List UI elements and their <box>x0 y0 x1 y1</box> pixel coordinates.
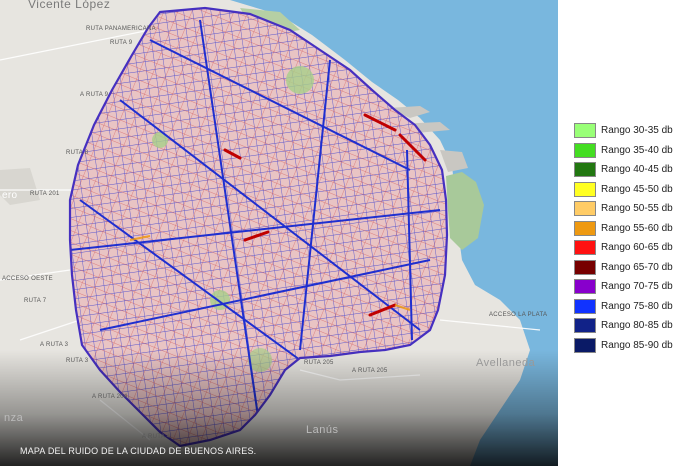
legend-item: Rango 40-45 db <box>574 160 689 180</box>
legend-item: Rango 60-65 db <box>574 238 689 258</box>
map-canvas <box>0 0 558 466</box>
legend-item: Rango 80-85 db <box>574 316 689 336</box>
legend-swatch <box>574 123 596 139</box>
legend-label: Rango 60-65 db <box>601 242 673 254</box>
label-lanus: Lanús <box>306 424 339 436</box>
label-ruta-panamericana: RUTA PANAMERICANA <box>86 26 156 32</box>
legend-swatch <box>574 162 596 178</box>
legend-item: Rango 55-60 db <box>574 219 689 239</box>
legend-label: Rango 45-50 db <box>601 183 673 195</box>
noise-legend: Rango 30-35 db Rango 35-40 db Rango 40-45 … <box>574 121 689 355</box>
legend-item: Rango 50-55 db <box>574 199 689 219</box>
label-a-ruta-204: A RUTA 204 <box>92 394 128 400</box>
legend-label: Rango 30-35 db <box>601 125 673 137</box>
label-ruta-201: RUTA 201 <box>30 191 60 197</box>
legend-item: Rango 75-80 db <box>574 297 689 317</box>
legend-label: Rango 65-70 db <box>601 261 673 273</box>
label-ruta-8: RUTA 8 <box>66 150 89 156</box>
label-a-ruta-205: A RUTA 205 <box>352 368 388 374</box>
legend-label: Rango 55-60 db <box>601 222 673 234</box>
label-vicente-lopez: Vicente López <box>28 0 111 11</box>
noise-map[interactable]: Vicente López RUTA PANAMERICANA RUTA 9 A… <box>0 0 558 466</box>
label-ruta-9-top: RUTA 9 <box>110 40 133 46</box>
label-ruta-3: RUTA 3 <box>66 358 89 364</box>
label-ruta-205: RUTA 205 <box>304 360 334 366</box>
label-a-ruta-4: A RUTA 4 <box>142 434 171 440</box>
legend-item: Rango 65-70 db <box>574 258 689 278</box>
legend-swatch <box>574 298 596 314</box>
legend-label: Rango 75-80 db <box>601 300 673 312</box>
label-acceso-la-plata: ACCESO LA PLATA <box>489 312 548 318</box>
legend-item: Rango 45-50 db <box>574 180 689 200</box>
legend-label: Rango 40-45 db <box>601 164 673 176</box>
legend-label: Rango 70-75 db <box>601 281 673 293</box>
legend-swatch <box>574 279 596 295</box>
map-caption: MAPA DEL RUIDO DE LA CIUDAD DE BUENOS AI… <box>20 446 257 456</box>
label-ruta-7: RUTA 7 <box>24 298 47 304</box>
legend-label: Rango 85-90 db <box>601 339 673 351</box>
legend-label: Rango 80-85 db <box>601 320 673 332</box>
legend-label: Rango 35-40 db <box>601 144 673 156</box>
legend-swatch <box>574 201 596 217</box>
legend-swatch <box>574 337 596 353</box>
legend-swatch <box>574 181 596 197</box>
legend-item: Rango 30-35 db <box>574 121 689 141</box>
legend-swatch <box>574 220 596 236</box>
label-nza: nza <box>4 412 24 424</box>
legend-item: Rango 85-90 db <box>574 336 689 356</box>
legend-swatch <box>574 142 596 158</box>
label-a-ruta-3: A RUTA 3 <box>40 342 69 348</box>
label-acceso-oeste: ACCESO OESTE <box>2 276 53 282</box>
legend-swatch <box>574 240 596 256</box>
legend-item: Rango 35-40 db <box>574 141 689 161</box>
legend-swatch <box>574 259 596 275</box>
label-zero: ero <box>2 190 18 201</box>
label-avellaneda: Avellaneda <box>476 357 536 369</box>
legend-label: Rango 50-55 db <box>601 203 673 215</box>
legend-swatch <box>574 318 596 334</box>
legend-item: Rango 70-75 db <box>574 277 689 297</box>
label-a-ruta-9: A RUTA 9 <box>80 92 109 98</box>
